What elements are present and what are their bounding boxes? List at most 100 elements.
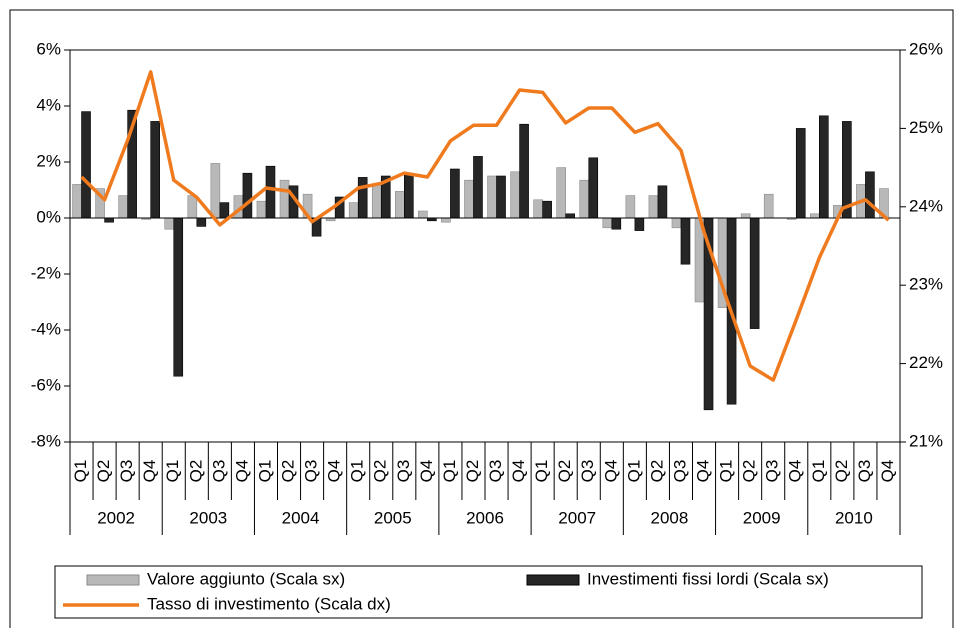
bar [450, 168, 460, 219]
x-tick-label: Q4 [509, 460, 528, 483]
year-label: 2008 [651, 508, 689, 527]
bar [740, 213, 751, 219]
bar [173, 217, 184, 377]
y-tick-label: 0% [36, 207, 61, 226]
bar [819, 115, 829, 219]
x-tick-label: Q4 [694, 460, 713, 483]
x-tick-label: Q1 [624, 460, 643, 483]
x-tick-label: Q4 [325, 460, 344, 483]
year-label: 2010 [835, 508, 873, 527]
x-tick-label: Q1 [348, 460, 367, 483]
x-tick-label: Q3 [578, 460, 597, 483]
year-label: 2007 [558, 508, 596, 527]
y-tick-label: 4% [36, 95, 61, 114]
bar [210, 163, 221, 219]
y2-tick-label: 22% [909, 353, 943, 372]
bar [842, 121, 852, 219]
bar [279, 179, 290, 219]
x-tick-label: Q4 [140, 460, 159, 483]
bar [519, 123, 529, 219]
bar [81, 111, 91, 219]
x-tick-label: Q2 [186, 460, 205, 483]
year-label: 2003 [189, 508, 227, 527]
year-label: 2009 [743, 508, 781, 527]
bar [348, 202, 359, 219]
year-label: 2004 [282, 508, 320, 527]
legend-swatch [526, 574, 580, 586]
x-tick-label: Q2 [832, 460, 851, 483]
year-label: 2005 [374, 508, 412, 527]
x-tick-label: Q3 [763, 460, 782, 483]
bar [473, 156, 483, 219]
x-tick-label: Q2 [371, 460, 390, 483]
y-tick-label: -6% [31, 375, 61, 394]
bar [187, 195, 198, 219]
x-tick-label: Q3 [486, 460, 505, 483]
line [80, 70, 890, 382]
bar [648, 195, 659, 219]
y2-tick-label: 24% [909, 196, 943, 215]
bar [763, 193, 774, 219]
x-tick-label: Q2 [647, 460, 666, 483]
x-tick-label: Q3 [302, 460, 321, 483]
x-tick-label: Q2 [463, 460, 482, 483]
legend-box [54, 565, 923, 619]
bar [196, 217, 207, 227]
x-tick-label: Q1 [717, 460, 736, 483]
bar [404, 172, 414, 219]
y-tick-label: 2% [36, 151, 61, 170]
bar [625, 195, 636, 219]
x-tick-label: Q3 [670, 460, 689, 483]
x-tick-label: Q4 [878, 460, 897, 483]
x-tick-label: Q1 [71, 460, 90, 483]
bar [496, 175, 506, 219]
y-tick-label: 6% [36, 39, 61, 58]
x-tick-label: Q3 [209, 460, 228, 483]
bar [395, 191, 405, 219]
bar [795, 128, 806, 219]
bar [865, 171, 875, 219]
x-tick-label: Q3 [394, 460, 413, 483]
bar [602, 217, 613, 229]
bar [118, 195, 128, 219]
bar [104, 217, 114, 223]
x-tick-label: Q4 [232, 460, 251, 483]
bar [542, 200, 552, 219]
y2-tick-label: 23% [909, 275, 943, 294]
y-tick-label: -2% [31, 263, 61, 282]
year-label: 2002 [97, 508, 135, 527]
x-tick-label: Q2 [740, 460, 759, 483]
legend-label: Valore aggiunto (Scala sx) [147, 569, 345, 588]
bar [510, 171, 520, 219]
year-label: 2006 [466, 508, 504, 527]
bar [657, 185, 668, 219]
chart-border [9, 9, 954, 633]
x-tick-label: Q1 [809, 460, 828, 483]
bar [418, 210, 428, 219]
bar [565, 213, 575, 219]
bar [680, 217, 691, 265]
bar [150, 121, 160, 219]
y2-tick-label: 25% [909, 118, 943, 137]
bar [611, 217, 622, 230]
x-tick-label: Q1 [255, 460, 274, 483]
y2-tick-label: 26% [909, 39, 943, 58]
x-tick-label: Q2 [94, 460, 113, 483]
y-tick-label: -4% [31, 319, 61, 338]
x-tick-label: Q1 [163, 460, 182, 483]
legend-swatch [86, 574, 140, 586]
legend-label: Investimenti fissi lordi (Scala sx) [587, 569, 829, 588]
bar [357, 177, 368, 219]
bar [588, 157, 599, 219]
x-tick-label: Q2 [555, 460, 574, 483]
x-tick-label: Q4 [601, 460, 620, 483]
bar [265, 165, 276, 219]
bar [579, 179, 590, 219]
bar [164, 217, 175, 230]
y2-tick-label: 21% [909, 431, 943, 450]
x-tick-label: Q2 [279, 460, 298, 483]
bar [242, 172, 253, 219]
legend-label: Tasso di investimento (Scala dx) [147, 594, 391, 613]
